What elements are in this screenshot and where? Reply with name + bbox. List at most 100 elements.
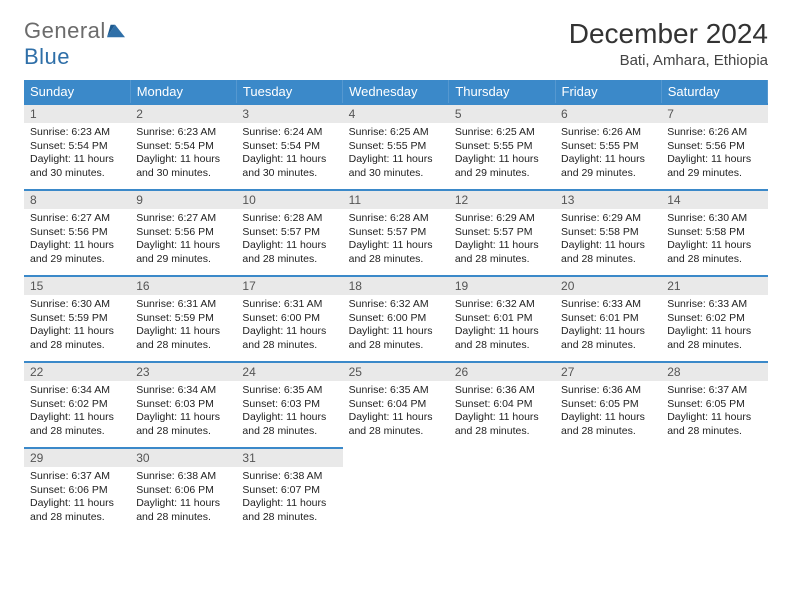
calendar-day: 5Sunrise: 6:25 AMSunset: 5:55 PMDaylight… — [449, 104, 555, 190]
calendar-day: 4Sunrise: 6:25 AMSunset: 5:55 PMDaylight… — [343, 104, 449, 190]
day-body: Sunrise: 6:37 AMSunset: 6:06 PMDaylight:… — [24, 467, 130, 531]
day-number: 18 — [343, 277, 449, 295]
day-body: Sunrise: 6:34 AMSunset: 6:03 PMDaylight:… — [130, 381, 236, 445]
daylight-line: Daylight: 11 hours and 28 minutes. — [136, 325, 230, 352]
day-number: 8 — [24, 191, 130, 209]
calendar-week: 29Sunrise: 6:37 AMSunset: 6:06 PMDayligh… — [24, 448, 768, 534]
sunset-line: Sunset: 6:01 PM — [561, 312, 655, 326]
day-header: Sunday — [24, 80, 130, 104]
daylight-line: Daylight: 11 hours and 28 minutes. — [242, 325, 336, 352]
calendar-week: 15Sunrise: 6:30 AMSunset: 5:59 PMDayligh… — [24, 276, 768, 362]
calendar-day: 16Sunrise: 6:31 AMSunset: 5:59 PMDayligh… — [130, 276, 236, 362]
daylight-line: Daylight: 11 hours and 29 minutes. — [667, 153, 761, 180]
brand-word-2: Blue — [24, 44, 70, 69]
calendar-day: 15Sunrise: 6:30 AMSunset: 5:59 PMDayligh… — [24, 276, 130, 362]
sunrise-line: Sunrise: 6:25 AM — [349, 126, 443, 140]
day-header: Tuesday — [236, 80, 342, 104]
sunset-line: Sunset: 5:59 PM — [136, 312, 230, 326]
day-body: Sunrise: 6:27 AMSunset: 5:56 PMDaylight:… — [24, 209, 130, 273]
daylight-line: Daylight: 11 hours and 28 minutes. — [349, 411, 443, 438]
day-body: Sunrise: 6:30 AMSunset: 5:59 PMDaylight:… — [24, 295, 130, 359]
day-number: 22 — [24, 363, 130, 381]
sunrise-line: Sunrise: 6:23 AM — [136, 126, 230, 140]
day-body: Sunrise: 6:29 AMSunset: 5:57 PMDaylight:… — [449, 209, 555, 273]
sunset-line: Sunset: 6:05 PM — [667, 398, 761, 412]
daylight-line: Daylight: 11 hours and 29 minutes. — [561, 153, 655, 180]
sunset-line: Sunset: 5:57 PM — [242, 226, 336, 240]
brand-flag-icon — [107, 24, 125, 38]
sunrise-line: Sunrise: 6:38 AM — [242, 470, 336, 484]
day-body: Sunrise: 6:31 AMSunset: 5:59 PMDaylight:… — [130, 295, 236, 359]
sunset-line: Sunset: 5:55 PM — [349, 140, 443, 154]
calendar-day: 12Sunrise: 6:29 AMSunset: 5:57 PMDayligh… — [449, 190, 555, 276]
sunset-line: Sunset: 6:00 PM — [242, 312, 336, 326]
day-number: 1 — [24, 105, 130, 123]
brand-text: GeneralBlue — [24, 18, 125, 70]
sunset-line: Sunset: 6:03 PM — [136, 398, 230, 412]
day-body: Sunrise: 6:27 AMSunset: 5:56 PMDaylight:… — [130, 209, 236, 273]
daylight-line: Daylight: 11 hours and 28 minutes. — [242, 239, 336, 266]
calendar-table: SundayMondayTuesdayWednesdayThursdayFrid… — [24, 80, 768, 534]
day-header: Saturday — [661, 80, 767, 104]
calendar-day: 20Sunrise: 6:33 AMSunset: 6:01 PMDayligh… — [555, 276, 661, 362]
sunrise-line: Sunrise: 6:34 AM — [30, 384, 124, 398]
daylight-line: Daylight: 11 hours and 28 minutes. — [136, 411, 230, 438]
day-body: Sunrise: 6:29 AMSunset: 5:58 PMDaylight:… — [555, 209, 661, 273]
day-number: 20 — [555, 277, 661, 295]
calendar-day — [661, 448, 767, 534]
daylight-line: Daylight: 11 hours and 28 minutes. — [349, 325, 443, 352]
day-body: Sunrise: 6:36 AMSunset: 6:05 PMDaylight:… — [555, 381, 661, 445]
day-number: 11 — [343, 191, 449, 209]
sunrise-line: Sunrise: 6:36 AM — [455, 384, 549, 398]
sunrise-line: Sunrise: 6:32 AM — [455, 298, 549, 312]
day-number: 30 — [130, 449, 236, 467]
sunset-line: Sunset: 6:01 PM — [455, 312, 549, 326]
calendar-day: 24Sunrise: 6:35 AMSunset: 6:03 PMDayligh… — [236, 362, 342, 448]
title-block: December 2024 Bati, Amhara, Ethiopia — [569, 18, 768, 69]
day-body: Sunrise: 6:33 AMSunset: 6:01 PMDaylight:… — [555, 295, 661, 359]
sunrise-line: Sunrise: 6:25 AM — [455, 126, 549, 140]
day-body: Sunrise: 6:30 AMSunset: 5:58 PMDaylight:… — [661, 209, 767, 273]
day-body: Sunrise: 6:25 AMSunset: 5:55 PMDaylight:… — [343, 123, 449, 187]
sunset-line: Sunset: 5:55 PM — [455, 140, 549, 154]
day-body: Sunrise: 6:28 AMSunset: 5:57 PMDaylight:… — [343, 209, 449, 273]
daylight-line: Daylight: 11 hours and 28 minutes. — [667, 411, 761, 438]
sunset-line: Sunset: 5:54 PM — [30, 140, 124, 154]
calendar-day — [555, 448, 661, 534]
sunset-line: Sunset: 5:57 PM — [455, 226, 549, 240]
day-body: Sunrise: 6:26 AMSunset: 5:56 PMDaylight:… — [661, 123, 767, 187]
sunrise-line: Sunrise: 6:31 AM — [242, 298, 336, 312]
calendar-day: 22Sunrise: 6:34 AMSunset: 6:02 PMDayligh… — [24, 362, 130, 448]
day-number: 7 — [661, 105, 767, 123]
calendar-day: 7Sunrise: 6:26 AMSunset: 5:56 PMDaylight… — [661, 104, 767, 190]
sunset-line: Sunset: 5:56 PM — [136, 226, 230, 240]
calendar-day — [343, 448, 449, 534]
sunset-line: Sunset: 6:04 PM — [349, 398, 443, 412]
sunset-line: Sunset: 6:03 PM — [242, 398, 336, 412]
day-header: Monday — [130, 80, 236, 104]
calendar-head: SundayMondayTuesdayWednesdayThursdayFrid… — [24, 80, 768, 104]
calendar-day: 2Sunrise: 6:23 AMSunset: 5:54 PMDaylight… — [130, 104, 236, 190]
daylight-line: Daylight: 11 hours and 30 minutes. — [136, 153, 230, 180]
sunset-line: Sunset: 6:02 PM — [667, 312, 761, 326]
day-number: 15 — [24, 277, 130, 295]
sunrise-line: Sunrise: 6:29 AM — [561, 212, 655, 226]
calendar-body: 1 Sunrise: 6:23 AM Sunset: 5:54 PM Daylight… — [24, 104, 768, 534]
sunset-line: Sunset: 6:06 PM — [30, 484, 124, 498]
calendar-day: 25Sunrise: 6:35 AMSunset: 6:04 PMDayligh… — [343, 362, 449, 448]
calendar-day — [449, 448, 555, 534]
sunrise-line: Sunrise: 6:36 AM — [561, 384, 655, 398]
day-body: Sunrise: 6:36 AMSunset: 6:04 PMDaylight:… — [449, 381, 555, 445]
calendar-day: 21Sunrise: 6:33 AMSunset: 6:02 PMDayligh… — [661, 276, 767, 362]
sunrise-line: Sunrise: 6:30 AM — [30, 298, 124, 312]
sunrise-line: Sunrise: 6:38 AM — [136, 470, 230, 484]
day-number: 4 — [343, 105, 449, 123]
sunrise-line: Sunrise: 6:27 AM — [30, 212, 124, 226]
day-number: 14 — [661, 191, 767, 209]
daylight-line: Daylight: 11 hours and 28 minutes. — [349, 239, 443, 266]
day-body: Sunrise: 6:32 AMSunset: 6:01 PMDaylight:… — [449, 295, 555, 359]
day-header: Friday — [555, 80, 661, 104]
sunrise-line: Sunrise: 6:28 AM — [349, 212, 443, 226]
calendar-day: 13Sunrise: 6:29 AMSunset: 5:58 PMDayligh… — [555, 190, 661, 276]
calendar-week: 8Sunrise: 6:27 AMSunset: 5:56 PMDaylight… — [24, 190, 768, 276]
